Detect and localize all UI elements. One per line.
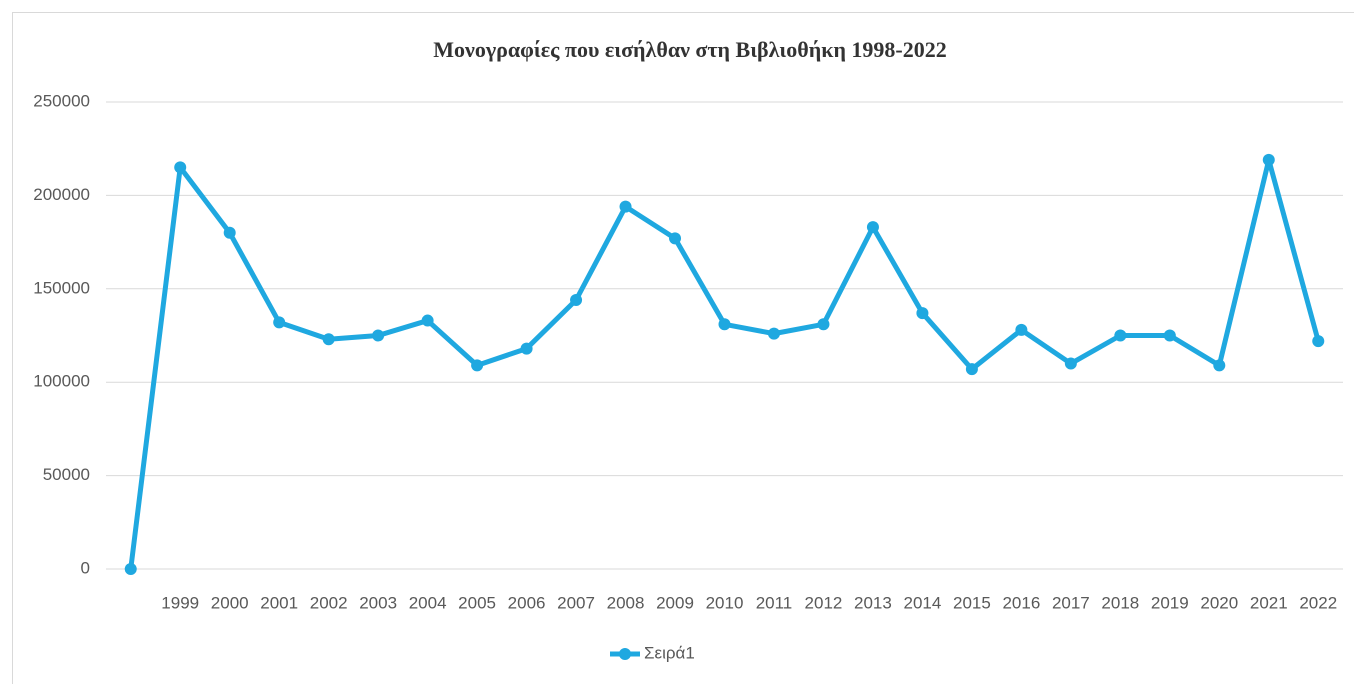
x-tick-label: 2008 bbox=[607, 593, 645, 612]
point bbox=[124, 563, 137, 575]
point bbox=[322, 333, 335, 346]
point bbox=[619, 200, 632, 213]
point bbox=[174, 161, 187, 174]
point bbox=[916, 307, 929, 320]
x-tick-label: 2021 bbox=[1250, 593, 1288, 612]
x-tick-label: 2003 bbox=[359, 593, 397, 612]
point bbox=[767, 327, 780, 340]
point bbox=[570, 294, 583, 307]
x-tick-label: 1999 bbox=[161, 593, 199, 612]
x-tick-label: 2020 bbox=[1200, 593, 1238, 612]
chart-title: Μονογραφίες που εισήλθαν στη Βιβλιοθήκη … bbox=[433, 37, 947, 62]
point bbox=[372, 329, 385, 342]
y-tick-label: 0 bbox=[81, 558, 90, 577]
x-tick-label: 2014 bbox=[904, 593, 942, 612]
point bbox=[223, 226, 236, 239]
x-tick-label: 2022 bbox=[1299, 593, 1337, 612]
point bbox=[273, 316, 286, 329]
x-tick-label: 2015 bbox=[953, 593, 991, 612]
y-tick-label: 100000 bbox=[33, 372, 90, 391]
x-tick-label: 2018 bbox=[1101, 593, 1139, 612]
x-tick-label: 2012 bbox=[805, 593, 843, 612]
x-tick-label: 2007 bbox=[557, 593, 595, 612]
point bbox=[866, 221, 879, 234]
point bbox=[1262, 153, 1275, 166]
point bbox=[520, 342, 533, 355]
point bbox=[471, 359, 484, 372]
y-tick-label: 50000 bbox=[43, 465, 90, 484]
y-tick-label: 150000 bbox=[33, 278, 90, 297]
y-tick-label: 250000 bbox=[33, 91, 90, 110]
x-tick-label: 2017 bbox=[1052, 593, 1090, 612]
x-tick-label: 2010 bbox=[706, 593, 744, 612]
x-tick-label: 2009 bbox=[656, 593, 694, 612]
x-tick-label: 2006 bbox=[508, 593, 546, 612]
point bbox=[669, 232, 682, 245]
point bbox=[1312, 335, 1325, 348]
x-tick-label: 2013 bbox=[854, 593, 892, 612]
point bbox=[817, 318, 830, 331]
point bbox=[1114, 329, 1127, 342]
x-tick-label: 2001 bbox=[260, 593, 298, 612]
x-tick-label: 2016 bbox=[1002, 593, 1040, 612]
x-tick-label: 2002 bbox=[310, 593, 348, 612]
point bbox=[1015, 323, 1028, 336]
point bbox=[1064, 357, 1077, 370]
series-line bbox=[128, 157, 1321, 570]
x-tick-label: 2019 bbox=[1151, 593, 1189, 612]
chart-border bbox=[12, 12, 1354, 684]
x-tick-label: 2011 bbox=[756, 593, 793, 612]
point bbox=[421, 314, 434, 327]
point bbox=[1163, 329, 1176, 342]
point bbox=[1213, 359, 1226, 372]
x-tick-label: 2000 bbox=[211, 593, 249, 612]
legend-marker bbox=[619, 648, 631, 660]
x-tick-label: 2004 bbox=[409, 593, 447, 612]
point bbox=[965, 363, 978, 376]
x-tick-label: 2005 bbox=[458, 593, 496, 612]
legend-label: Σειρά1 bbox=[644, 643, 695, 662]
point bbox=[718, 318, 731, 331]
y-tick-label: 200000 bbox=[33, 185, 90, 204]
